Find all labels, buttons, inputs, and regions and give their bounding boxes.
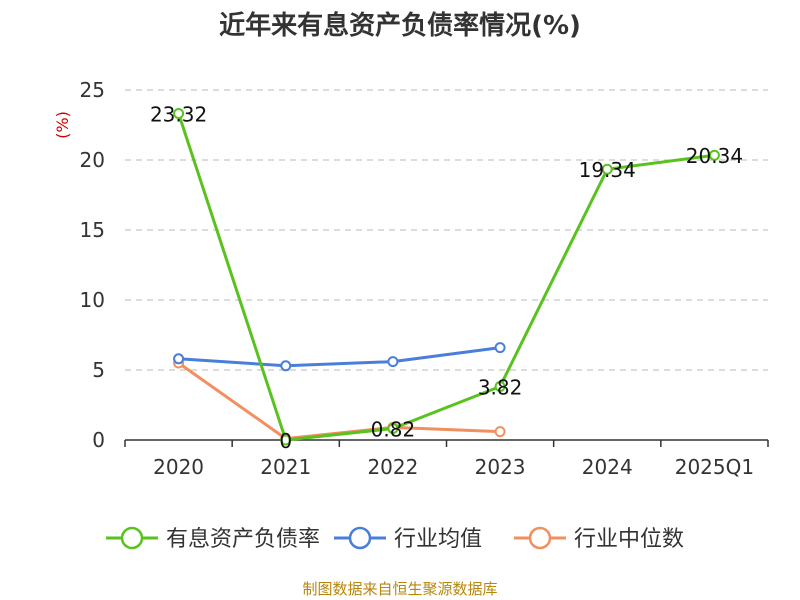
x-tick-label: 2020	[153, 455, 204, 479]
x-axis: 2020 2021 2022 2023 2024 2025Q1	[124, 439, 769, 479]
data-point	[280, 434, 292, 446]
series-line	[178, 346, 501, 368]
data-point	[387, 423, 399, 435]
data-label: 20.34	[686, 144, 743, 168]
data-point	[173, 108, 185, 120]
legend-label: 有息资产负债率	[166, 527, 320, 552]
source-note: 制图数据来自恒生聚源数据库	[302, 580, 497, 598]
x-tick-label: 2023	[475, 455, 526, 479]
y-tick-label: 25	[80, 78, 105, 102]
y-axis-unit: (%)	[53, 111, 72, 139]
x-tick-label: 2025Q1	[675, 455, 754, 479]
chart-title: 近年来有息资产负债率情况(%)	[219, 10, 581, 41]
y-tick-label: 10	[80, 288, 105, 312]
data-point	[494, 381, 506, 393]
data-label: 3.82	[478, 376, 523, 400]
series-lines	[173, 108, 720, 446]
legend-marker	[528, 526, 552, 550]
data-point	[173, 353, 185, 365]
y-tick-label: 20	[80, 148, 105, 172]
grid-lines	[125, 89, 768, 371]
legend-marker	[120, 526, 144, 550]
data-label: 19.34	[579, 158, 636, 182]
data-point	[387, 356, 399, 368]
data-point	[708, 149, 720, 161]
data-labels: 23.32 0 0.82 3.82 19.34 20.34	[150, 103, 743, 453]
data-point	[280, 360, 292, 372]
legend-label: 行业均值	[394, 527, 482, 552]
data-point	[494, 342, 506, 354]
data-point	[601, 163, 613, 175]
data-label: 0	[279, 429, 292, 453]
x-tick-label: 2021	[260, 455, 311, 479]
x-tick-label: 2022	[367, 455, 418, 479]
data-label: 23.32	[150, 103, 207, 127]
y-tick-label: 5	[92, 358, 105, 382]
legend-marker	[348, 526, 372, 550]
y-tick-labels: 0 5 10 15 20 25	[80, 78, 105, 452]
legend-label: 行业中位数	[574, 527, 684, 552]
y-tick-label: 15	[80, 218, 105, 242]
x-tick-label: 2024	[582, 455, 633, 479]
data-label: 0.82	[371, 418, 416, 442]
data-point	[494, 426, 506, 438]
series-line	[177, 113, 715, 442]
series-line	[177, 361, 501, 441]
y-tick-label: 0	[92, 428, 105, 452]
legend: 有息资产负债率 行业均值 行业中位数	[106, 526, 684, 552]
